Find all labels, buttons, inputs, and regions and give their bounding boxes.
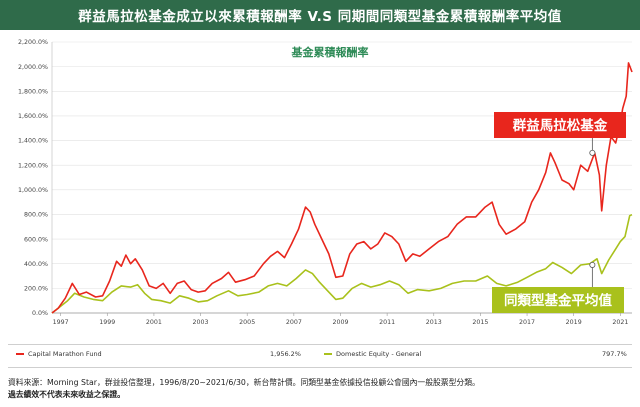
y-tick-label: 1,200.0% <box>18 162 48 169</box>
y-tick-label: 1,000.0% <box>18 187 48 194</box>
legend-divider-bottom <box>8 367 632 368</box>
legend-label-peer: Domestic Equity - General <box>336 350 422 358</box>
legend-item-fund: Capital Marathon Fund <box>16 350 102 358</box>
y-tick-label: 2,000.0% <box>18 64 48 71</box>
legend-value-fund: 1,956.2% <box>270 350 301 358</box>
legend-swatch-peer <box>324 353 332 355</box>
y-tick-label: 1,800.0% <box>18 88 48 95</box>
x-tick-label: 1997 <box>53 319 69 326</box>
y-tick-label: 2,200.0% <box>18 39 48 46</box>
line-chart: 0.0% 200.0% 400.0% 600.0% 800.0% 1,000.0% 1,20… <box>18 39 633 326</box>
y-tick-label: 1,400.0% <box>18 138 48 145</box>
callout-peer-box <box>492 287 624 313</box>
x-tick-label: 2005 <box>239 319 255 326</box>
y-tick-label: 600.0% <box>24 236 48 243</box>
callout-peer-marker <box>589 261 596 268</box>
x-tick-label: 2019 <box>566 319 582 326</box>
legend-label-fund: Capital Marathon Fund <box>28 350 102 358</box>
x-tick-label: 1999 <box>99 319 115 326</box>
legend-value-peer: 797.7% <box>602 350 627 358</box>
x-tick-label: 2003 <box>193 319 209 326</box>
y-tick-label: 1,600.0% <box>18 113 48 120</box>
x-tick-label: 2001 <box>146 319 162 326</box>
callout-fund-box <box>494 112 626 138</box>
x-tick-label: 2015 <box>472 319 488 326</box>
callout-fund-label: 群益馬拉松基金 <box>512 117 608 134</box>
series-line-peer <box>51 213 633 314</box>
legend-item-peer: Domestic Equity - General <box>324 350 421 358</box>
legend-swatch-fund <box>16 353 24 355</box>
footer: 資料來源：Morning Star，群益投信整理，1996/8/20~2021/… <box>8 377 632 401</box>
x-tick-label: 2007 <box>286 319 302 326</box>
callout-fund-marker <box>589 149 596 156</box>
x-tick-label: 2021 <box>612 319 628 326</box>
x-tick-label: 2009 <box>332 319 348 326</box>
series-line-fund <box>51 62 633 314</box>
callout-peer-label: 同類型基金平均值 <box>504 292 612 309</box>
legend: Capital Marathon Fund 1,956.2% Domestic … <box>8 346 632 362</box>
legend-divider-top <box>8 344 632 345</box>
footer-disclaimer: 過去績效不代表未來收益之保證。 <box>8 390 125 399</box>
page-title: 群益馬拉松基金成立以來累積報酬率 V.S 同期間同類型基金累積報酬率平均值 <box>0 0 640 30</box>
x-tick-label: 2017 <box>519 319 535 326</box>
x-tick-label: 2013 <box>426 319 442 326</box>
y-tick-label: 200.0% <box>24 286 48 293</box>
y-tick-label: 400.0% <box>24 261 48 268</box>
y-tick-label: 800.0% <box>24 212 48 219</box>
y-tick-label: 0.0% <box>32 310 48 317</box>
chart-title: 基金累積報酬率 <box>291 45 369 59</box>
x-tick-label: 2011 <box>379 319 395 326</box>
footer-source: 資料來源：Morning Star，群益投信整理，1996/8/20~2021/… <box>8 378 480 387</box>
